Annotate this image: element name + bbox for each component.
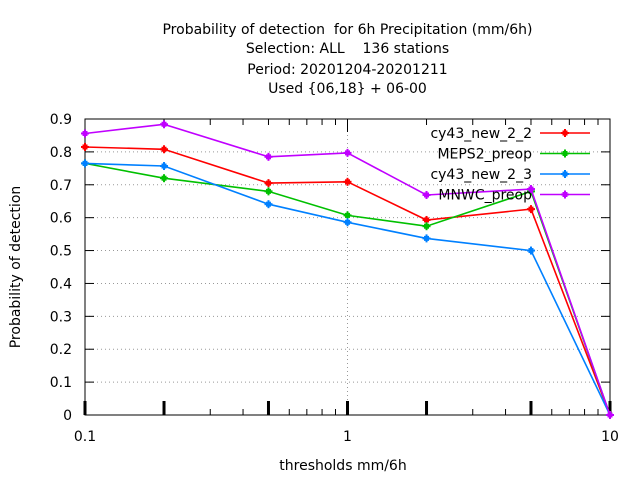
legend-entry: cy43_new_2_2 bbox=[430, 126, 590, 142]
x-axis-label: thresholds mm/6h bbox=[279, 458, 406, 474]
data-point bbox=[422, 234, 431, 243]
legend-marker-box bbox=[562, 130, 568, 136]
series-group bbox=[81, 120, 614, 419]
data-point bbox=[81, 142, 89, 151]
point-marker-box bbox=[607, 412, 613, 418]
point-marker-box bbox=[161, 121, 167, 127]
data-point bbox=[343, 177, 352, 186]
title-line-3: Period: 20201204-20201211 bbox=[247, 62, 448, 78]
point-marker-box bbox=[82, 144, 88, 150]
point-marker-box bbox=[265, 154, 271, 160]
point-marker-box bbox=[82, 130, 88, 136]
point-marker-box bbox=[528, 206, 534, 212]
legend-label: MEPS2_preop bbox=[437, 147, 532, 163]
y-axis: 0 0.1 0.2 0.3 0.4 0.5 0.6 0.7 0.8 0.9 bbox=[50, 112, 610, 424]
x-axis: 0.1 1 10 bbox=[74, 119, 619, 445]
title-line-1: Probability of detection for 6h Precipit… bbox=[162, 22, 533, 38]
title-line-2: Selection: ALL 136 stations bbox=[245, 41, 450, 57]
point-marker-box bbox=[424, 192, 430, 198]
point-marker-box bbox=[345, 212, 350, 218]
data-point bbox=[526, 246, 535, 255]
series-cy43_new_2_2 bbox=[81, 142, 614, 419]
legend-marker-box bbox=[562, 192, 568, 197]
point-marker-box bbox=[528, 248, 534, 254]
legend-marker-box bbox=[562, 171, 568, 177]
data-point bbox=[343, 211, 352, 220]
y-tick-label: 0.5 bbox=[50, 244, 72, 260]
data-point bbox=[343, 218, 352, 227]
point-marker-box bbox=[265, 188, 271, 194]
y-tick-label: 0.2 bbox=[50, 342, 72, 358]
y-tick-label: 0.6 bbox=[50, 211, 72, 227]
title-line-4: Used {06,18} + 06-00 bbox=[268, 81, 427, 97]
x-tick-label: 1 bbox=[343, 429, 352, 445]
point-marker-box bbox=[161, 163, 167, 169]
legend-label: cy43_new_2_2 bbox=[430, 126, 532, 142]
point-marker-box bbox=[265, 180, 271, 186]
data-point bbox=[264, 179, 273, 188]
data-point bbox=[422, 190, 431, 199]
data-point bbox=[160, 120, 169, 129]
point-marker-box bbox=[424, 223, 430, 229]
legend-entry: cy43_new_2_3 bbox=[430, 167, 590, 183]
point-marker-box bbox=[161, 146, 167, 152]
point-marker-box bbox=[424, 217, 430, 223]
point-marker-box bbox=[345, 219, 350, 225]
point-marker-box bbox=[345, 150, 350, 156]
data-point bbox=[526, 185, 535, 194]
grid bbox=[85, 119, 610, 415]
legend-label: MNWC_preop bbox=[438, 188, 532, 204]
y-axis-label: Probability of detection bbox=[8, 186, 24, 349]
y-tick-label: 0 bbox=[63, 408, 72, 424]
data-point bbox=[81, 129, 89, 138]
point-marker-box bbox=[82, 160, 88, 166]
data-point bbox=[422, 222, 431, 231]
y-tick-label: 0.9 bbox=[50, 112, 72, 128]
point-marker-box bbox=[424, 235, 430, 241]
y-tick-label: 0.1 bbox=[50, 375, 72, 391]
legend-entry: MNWC_preop bbox=[438, 188, 590, 204]
legend: cy43_new_2_2 MEPS2_preop cy43_new_2_3 MNWC_… bbox=[430, 126, 590, 204]
data-point bbox=[606, 411, 614, 419]
y-tick-label: 0.7 bbox=[50, 178, 72, 194]
legend-label: cy43_new_2_3 bbox=[430, 167, 532, 183]
data-point bbox=[264, 152, 273, 161]
data-point bbox=[264, 200, 273, 209]
x-tick-label: 10 bbox=[601, 429, 619, 445]
data-point bbox=[160, 174, 169, 183]
point-marker-box bbox=[345, 179, 350, 185]
point-marker-box bbox=[265, 201, 271, 207]
point-marker-box bbox=[528, 186, 534, 192]
point-marker-box bbox=[161, 175, 167, 181]
y-tick-label: 0.4 bbox=[50, 276, 72, 292]
data-point bbox=[160, 162, 169, 171]
data-point bbox=[160, 145, 169, 154]
data-point bbox=[81, 159, 89, 168]
data-point bbox=[526, 205, 535, 214]
data-point bbox=[264, 187, 273, 196]
legend-marker-box bbox=[562, 151, 568, 156]
y-tick-label: 0.3 bbox=[50, 309, 72, 325]
series-cy43_new_2_3 bbox=[81, 159, 614, 419]
series-MNWC_preop bbox=[81, 120, 614, 419]
data-point bbox=[343, 148, 352, 157]
y-tick-label: 0.8 bbox=[50, 145, 72, 161]
legend-entry: MEPS2_preop bbox=[437, 147, 590, 163]
x-tick-label: 0.1 bbox=[74, 429, 96, 445]
